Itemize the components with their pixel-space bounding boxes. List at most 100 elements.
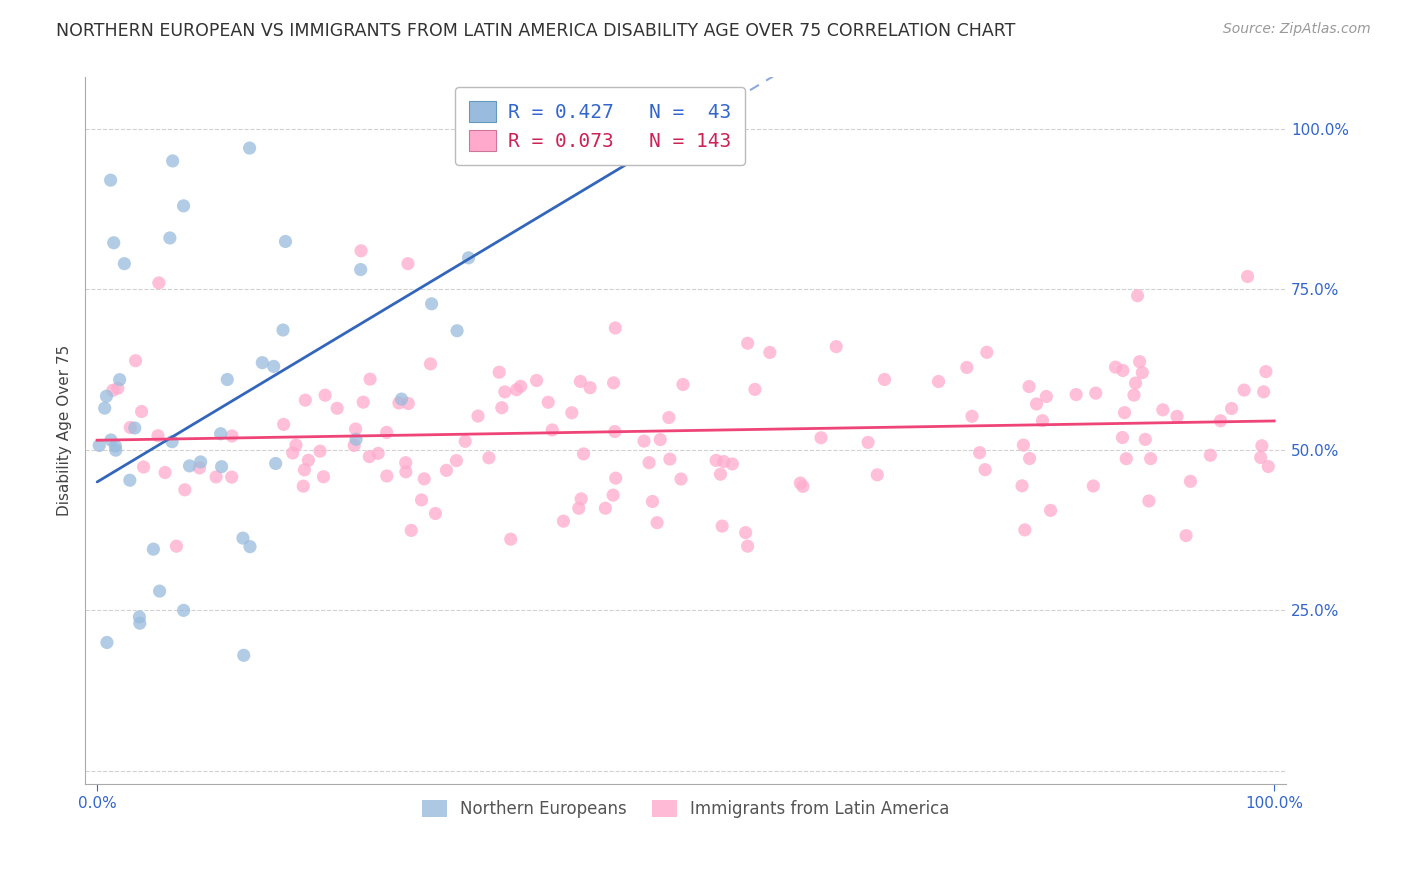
Point xyxy=(100,433,122,447)
Point xyxy=(128,616,150,631)
Point xyxy=(1233,383,1256,397)
Point xyxy=(579,381,602,395)
Point xyxy=(541,423,564,437)
Point xyxy=(499,532,522,546)
Point xyxy=(263,359,285,374)
Point xyxy=(395,456,418,470)
Point xyxy=(446,453,468,467)
Point xyxy=(1250,450,1272,465)
Point xyxy=(1175,528,1198,542)
Point xyxy=(294,463,316,477)
Point xyxy=(1137,494,1160,508)
Point xyxy=(344,433,367,447)
Point xyxy=(737,336,759,351)
Point xyxy=(96,635,118,649)
Point xyxy=(264,457,287,471)
Point xyxy=(252,356,274,370)
Point xyxy=(789,476,811,491)
Point xyxy=(173,603,195,617)
Point xyxy=(709,467,731,482)
Point xyxy=(1012,438,1035,452)
Point xyxy=(734,525,756,540)
Point xyxy=(603,425,626,439)
Point xyxy=(658,452,681,467)
Point xyxy=(221,429,243,443)
Point xyxy=(1152,402,1174,417)
Point xyxy=(344,422,367,436)
Point xyxy=(359,450,381,464)
Point xyxy=(446,324,468,338)
Point xyxy=(375,425,398,440)
Point xyxy=(153,466,176,480)
Point xyxy=(436,463,458,477)
Point xyxy=(810,431,832,445)
Point xyxy=(124,353,146,368)
Point xyxy=(465,130,488,145)
Point xyxy=(309,444,332,458)
Point xyxy=(285,438,308,452)
Point xyxy=(148,276,170,290)
Point xyxy=(93,401,115,416)
Point xyxy=(569,491,592,506)
Point xyxy=(350,244,373,258)
Point xyxy=(1115,451,1137,466)
Point xyxy=(1083,479,1105,493)
Point xyxy=(101,384,124,398)
Point xyxy=(107,381,129,395)
Point xyxy=(312,470,335,484)
Point xyxy=(209,426,232,441)
Point xyxy=(1253,384,1275,399)
Point xyxy=(467,409,489,423)
Point xyxy=(505,383,527,397)
Point xyxy=(211,459,233,474)
Point xyxy=(1035,390,1057,404)
Point xyxy=(1111,430,1133,444)
Point xyxy=(1018,451,1040,466)
Point xyxy=(205,470,228,484)
Point xyxy=(104,443,127,458)
Point xyxy=(1166,409,1188,424)
Point xyxy=(159,231,181,245)
Point xyxy=(108,373,131,387)
Point xyxy=(100,173,122,187)
Point xyxy=(359,372,381,386)
Point xyxy=(1236,269,1258,284)
Point xyxy=(232,648,254,663)
Point xyxy=(112,257,135,271)
Point xyxy=(457,251,479,265)
Point xyxy=(454,434,477,449)
Point xyxy=(179,458,201,473)
Point xyxy=(1112,363,1135,377)
Point xyxy=(297,453,319,467)
Point xyxy=(96,389,118,403)
Point xyxy=(856,435,879,450)
Point xyxy=(239,540,262,554)
Point xyxy=(1254,365,1277,379)
Point xyxy=(509,379,531,393)
Point xyxy=(976,345,998,359)
Point xyxy=(605,321,627,335)
Point xyxy=(1039,503,1062,517)
Point xyxy=(956,360,979,375)
Point xyxy=(131,404,153,418)
Point xyxy=(711,519,734,533)
Point xyxy=(395,465,418,479)
Point xyxy=(271,323,294,337)
Point xyxy=(120,420,142,434)
Point xyxy=(792,479,814,493)
Point xyxy=(326,401,349,416)
Point xyxy=(595,501,617,516)
Point xyxy=(292,479,315,493)
Point xyxy=(1014,523,1036,537)
Point xyxy=(391,392,413,406)
Point xyxy=(217,372,239,386)
Point xyxy=(873,372,896,386)
Point xyxy=(367,446,389,460)
Point xyxy=(478,450,501,465)
Point xyxy=(553,514,575,528)
Point xyxy=(488,365,510,379)
Point xyxy=(1123,388,1146,402)
Point xyxy=(960,409,983,424)
Point xyxy=(928,375,950,389)
Point xyxy=(650,433,672,447)
